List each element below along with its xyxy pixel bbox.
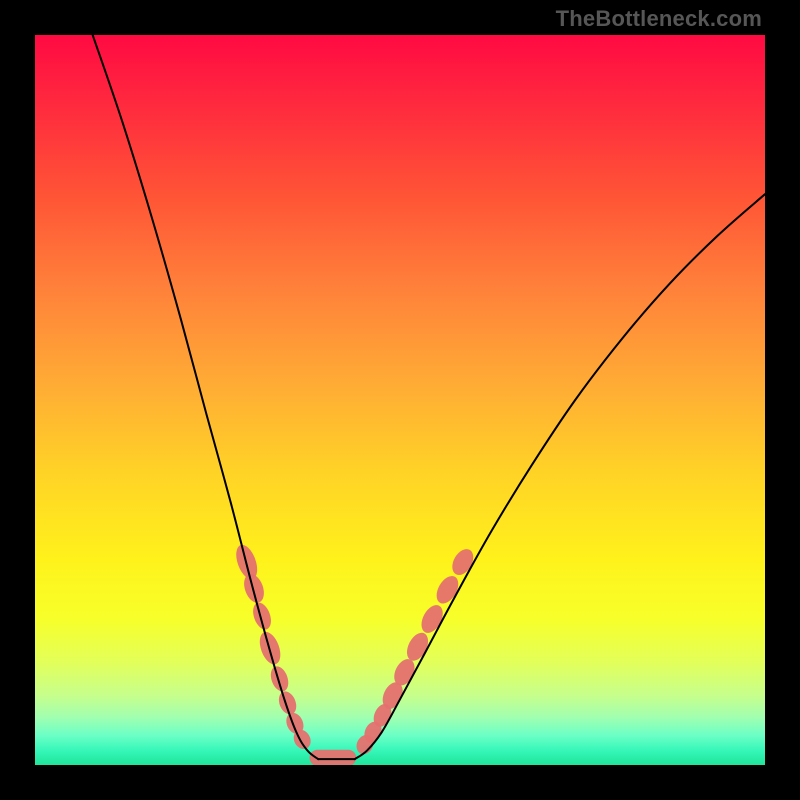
watermark-text: TheBottleneck.com xyxy=(556,6,762,32)
marker-dot xyxy=(276,689,300,717)
marker-dot xyxy=(240,571,267,605)
curve-layer xyxy=(35,35,765,765)
left-curve xyxy=(93,35,319,759)
plot-area xyxy=(35,35,765,765)
marker-group xyxy=(232,542,477,765)
marker-dot xyxy=(268,664,292,694)
chart-frame: TheBottleneck.com xyxy=(0,0,800,800)
marker-dot xyxy=(250,600,275,632)
right-curve xyxy=(355,194,765,759)
